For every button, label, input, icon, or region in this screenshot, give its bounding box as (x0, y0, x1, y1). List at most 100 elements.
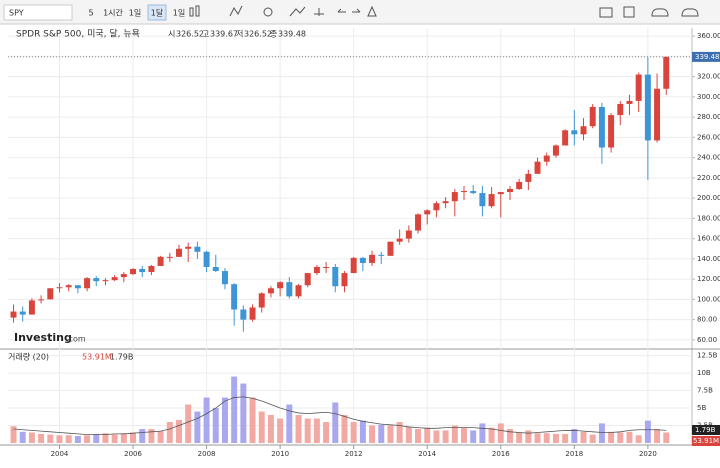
volume-bar (341, 415, 348, 443)
interval-button[interactable]: 5 (88, 9, 93, 18)
volume-bar (543, 433, 550, 443)
icon[interactable] (599, 7, 613, 18)
candle-body (497, 192, 504, 195)
icon[interactable] (229, 5, 243, 17)
candle-body (396, 238, 403, 242)
y-tick-label: 200.00 (697, 194, 720, 202)
candle-body (286, 282, 293, 297)
toolbar-icons (189, 5, 699, 18)
volume-bar (608, 431, 615, 443)
volume-bar (249, 397, 256, 443)
volume-bar (93, 433, 100, 443)
x-tick-label: 2008 (198, 450, 216, 458)
volume-bar (571, 429, 578, 443)
icon[interactable] (352, 8, 361, 13)
volume-bar (405, 426, 412, 443)
volume-bar (277, 418, 284, 443)
icon[interactable] (337, 8, 346, 13)
icon[interactable] (681, 8, 699, 17)
last-price-box (692, 51, 720, 62)
icon[interactable] (189, 7, 194, 17)
y-tick-label: 180.00 (697, 214, 720, 222)
icon[interactable] (651, 8, 669, 17)
volume-bar (644, 420, 651, 443)
candle-body (19, 311, 26, 315)
candle-body (424, 210, 431, 215)
y-tick-label: 240.00 (697, 154, 720, 162)
candle-body (552, 145, 559, 156)
volume-bar (506, 429, 513, 443)
icon[interactable] (367, 5, 377, 17)
candle-body (120, 274, 127, 278)
volume-bar (47, 434, 54, 443)
volume-bar (194, 411, 201, 443)
volume-bar (350, 422, 357, 443)
icon[interactable] (623, 6, 635, 18)
candle-body (654, 88, 661, 141)
candle-body (442, 201, 449, 204)
candle-body (350, 257, 357, 274)
y2-tick-label: 12.5B (697, 352, 718, 360)
symbol-input[interactable] (3, 4, 73, 21)
volume-bar (359, 420, 366, 443)
candle-body (65, 285, 72, 288)
volume-bar (221, 397, 228, 443)
volume-bar (267, 415, 274, 443)
volume-bar (323, 422, 330, 443)
candle-body (644, 74, 651, 141)
candle-body (277, 282, 284, 289)
volume-bar (65, 435, 72, 443)
volume-bar (516, 432, 523, 443)
icon[interactable] (314, 8, 324, 16)
interval-button[interactable]: 1달 (151, 9, 164, 18)
volume-bar (148, 429, 155, 443)
candle-body (102, 280, 109, 282)
interval-button[interactable]: 1시간 (103, 8, 123, 18)
icon[interactable] (289, 6, 306, 17)
instrument-name: SPDR S&P 500, 미국, 달, 뉴욕 (16, 28, 140, 40)
candle-body (589, 106, 596, 127)
x-tick-label: 2016 (492, 450, 510, 458)
candle-body (479, 193, 486, 207)
candle-body (608, 115, 615, 148)
candle-body (470, 191, 477, 194)
volume-bar (231, 376, 238, 443)
candle-body (323, 266, 330, 268)
volume-bar (74, 436, 81, 443)
volume-bar (111, 434, 118, 443)
volume-bar (258, 411, 265, 443)
volume-bar (552, 433, 559, 443)
icon[interactable] (263, 7, 273, 17)
volume-bar (56, 435, 63, 443)
candle-body (562, 130, 569, 146)
icon[interactable] (195, 5, 200, 17)
watermark: Investing (14, 331, 72, 344)
candle-body (130, 269, 137, 275)
volume-bar (663, 432, 670, 443)
candle-body (221, 271, 228, 285)
candle-body (359, 257, 366, 263)
candle-body (267, 288, 274, 294)
volume-bar (130, 432, 137, 443)
candle-body (534, 161, 541, 174)
interval-group: 5 1시간 1일 1달 1일 (88, 4, 185, 21)
interval-button[interactable]: 1일 (173, 9, 185, 18)
volume-bar (589, 434, 596, 443)
ohlc-value: 339.48 (278, 30, 306, 39)
y-tick-label: 160.00 (697, 235, 720, 243)
y-tick-label: 60.00 (697, 336, 717, 344)
y-tick-label: 320.00 (697, 73, 720, 81)
y-tick-label: 120.00 (697, 275, 720, 283)
candle-body (598, 106, 605, 148)
candle-body (56, 287, 63, 289)
x-tick-label: 2010 (271, 450, 289, 458)
volume-bar (534, 433, 541, 443)
volume-bar (654, 429, 661, 443)
symbol: SPY (9, 9, 24, 18)
interval-button[interactable]: 1일 (129, 9, 141, 18)
volume-bar (369, 425, 376, 443)
watermark-suffix: .com (66, 335, 86, 344)
candle-body (506, 189, 513, 193)
candle-body (571, 130, 578, 135)
